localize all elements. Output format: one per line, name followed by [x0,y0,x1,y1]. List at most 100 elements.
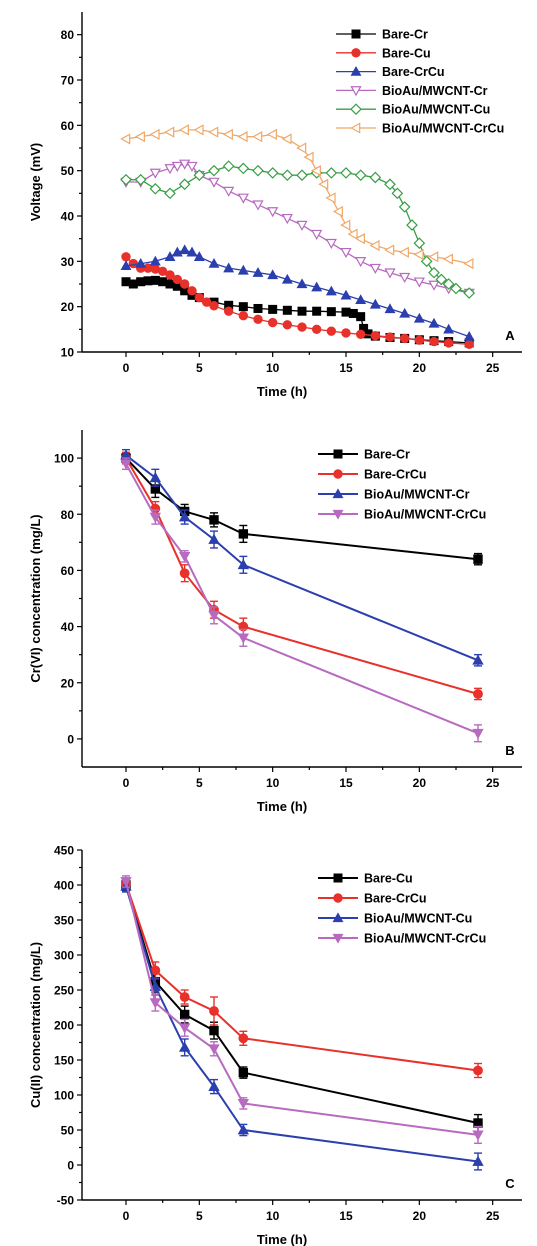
data-point [282,320,293,330]
y-tick-label: 20 [61,300,75,314]
data-point [164,164,176,175]
data-point [311,324,322,335]
data-point [121,277,131,287]
data-point [369,263,381,274]
legend-marker [333,449,343,459]
data-point [178,552,191,563]
data-point [398,246,409,258]
data-point [385,332,395,342]
data-point [208,177,220,188]
data-point [473,689,483,699]
data-point [281,169,294,182]
series-line [125,454,479,662]
series-bioau-mwcnt-cr [120,448,484,667]
legend-marker [332,509,344,520]
x-tick-label: 20 [413,361,427,375]
legend-marker [333,893,343,903]
series-line [125,457,479,695]
data-point [238,529,249,539]
data-point [399,333,410,344]
data-point [237,633,250,644]
x-tick-label: 20 [413,776,427,790]
data-point [384,268,396,279]
x-tick-label: 25 [486,361,500,375]
data-point [208,257,220,268]
data-point [223,186,235,197]
legend-marker [351,29,361,39]
data-point [311,229,323,240]
y-tick-label: 300 [54,949,74,963]
data-point [165,270,175,280]
data-point [472,654,484,665]
data-point [149,512,162,523]
series-bioau-mwcnt-crcu [120,457,484,743]
data-point [149,255,161,266]
data-point [208,126,219,138]
data-point [297,306,307,316]
data-point [222,128,233,141]
series-line [125,256,470,345]
legend-marker [350,122,361,134]
panel-letter: A [505,328,515,343]
data-point [237,1124,250,1135]
data-point [149,471,162,483]
x-tick-label: 0 [123,1209,130,1223]
y-tick-label: 60 [61,119,75,133]
chart-panel-c: 0 5 10 15 20 25 -50 0 50 100 150 200 250 300 350 400 450… [28,844,522,1246]
data-point [252,267,264,277]
data-point [208,1080,220,1091]
data-point [443,323,455,334]
x-tick-label: 15 [339,361,353,375]
x-tick-label: 20 [413,1209,427,1223]
data-point [238,1033,249,1044]
data-point [369,171,382,184]
data-point [325,167,338,179]
data-point [282,305,292,315]
data-point [450,282,462,295]
data-point [134,173,147,186]
data-point [354,233,365,245]
panel-letter: C [505,1176,515,1191]
data-point [208,533,220,544]
data-point [120,877,132,888]
data-point [281,273,293,284]
data-point [442,278,455,290]
data-point [187,286,197,296]
data-point [171,161,183,172]
y-tick-label: 40 [61,620,75,634]
data-point [384,303,396,314]
legend-label: BioAu/MWCNT-Cr [382,84,488,98]
legend-label: BioAu/MWCNT-Cu [364,912,472,926]
series-line [125,886,479,1163]
data-point [252,164,264,177]
data-point [120,133,131,145]
data-point [237,558,250,570]
data-point [399,272,411,284]
data-point [472,1155,484,1166]
y-tick-label: 200 [54,1019,74,1033]
legend-label: BioAu/MWCNT-Cr [364,488,470,502]
data-point [150,275,160,285]
y-tick-label: 0 [67,1159,74,1173]
y-tick-label: 100 [54,1089,74,1103]
x-tick-label: 10 [266,776,280,790]
legend-marker [350,65,362,76]
data-point [179,1009,190,1020]
data-point [473,1065,483,1076]
data-point [209,301,219,311]
y-tick-label: -50 [57,1194,75,1208]
legend-label: Bare-CrCu [364,892,427,906]
data-point [149,182,162,195]
legend-label: BioAu/MWCNT-CrCu [364,932,486,946]
y-axis-title: Cr(VI) concentration (mg/L) [28,514,43,682]
data-point [149,998,162,1009]
data-point [134,131,145,143]
data-point [223,262,235,273]
x-tick-label: 15 [339,776,353,790]
data-point [442,253,453,265]
x-axis-title: Time (h) [257,799,307,814]
data-point [193,124,204,136]
data-point [237,1099,250,1110]
data-point [178,178,191,191]
data-point [209,1025,219,1036]
